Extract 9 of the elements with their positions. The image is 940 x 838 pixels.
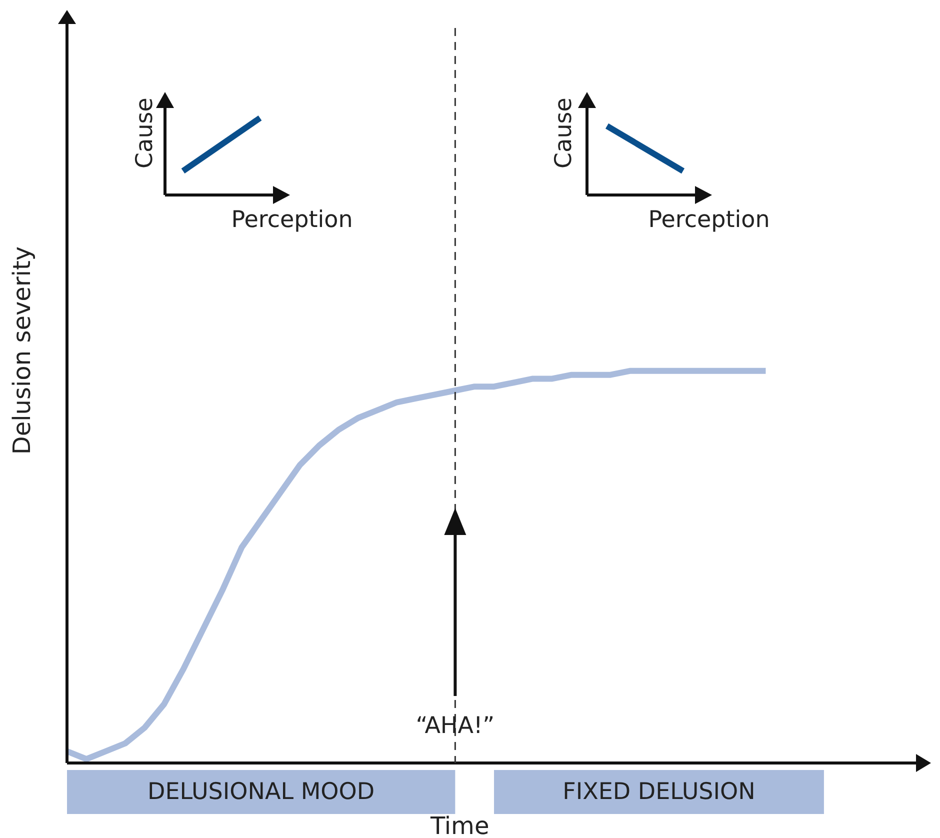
text: Perception [648, 207, 770, 233]
text: FIXED DELUSION [562, 779, 756, 805]
text: Perception [231, 207, 353, 233]
x-axis-title: Time [429, 812, 490, 838]
annotation: “AHA!” [416, 713, 495, 739]
y-axis-title: Delusion severity [8, 246, 36, 455]
text: DELUSIONAL MOOD [148, 779, 375, 805]
text: Cause [551, 98, 577, 168]
text: Cause [132, 98, 158, 168]
